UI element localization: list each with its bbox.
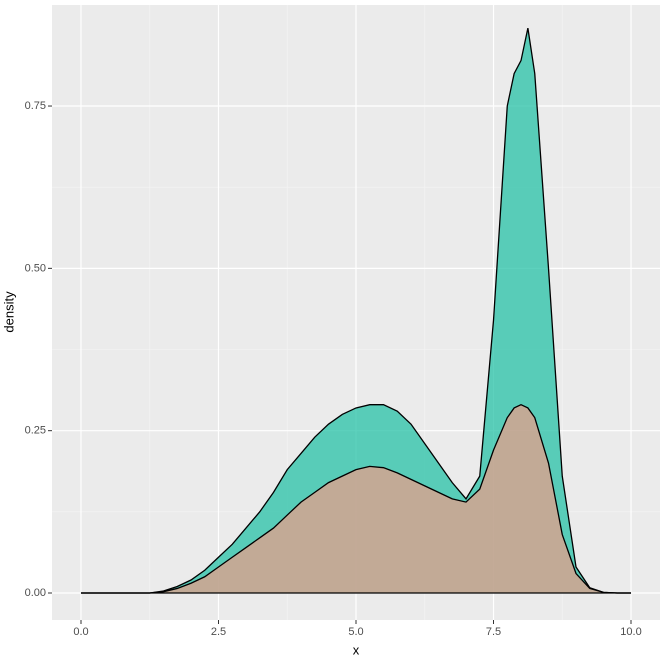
x-axis-label: x bbox=[353, 642, 360, 657]
y-tick-label: 0.50 bbox=[25, 262, 46, 274]
x-tick-label: 10.0 bbox=[620, 626, 641, 638]
x-tick-label: 5.0 bbox=[348, 626, 363, 638]
x-tick-label: 0.0 bbox=[73, 626, 88, 638]
x-tick-label: 2.5 bbox=[211, 626, 226, 638]
y-tick-label: 0.75 bbox=[25, 100, 46, 112]
density-line bbox=[80, 403, 632, 594]
density-line bbox=[80, 27, 632, 594]
x-tick-label: 7.5 bbox=[486, 626, 501, 638]
y-axis-label: density bbox=[1, 291, 16, 333]
y-tick-label: 0.00 bbox=[25, 587, 46, 599]
y-tick-label: 0.25 bbox=[25, 425, 46, 437]
